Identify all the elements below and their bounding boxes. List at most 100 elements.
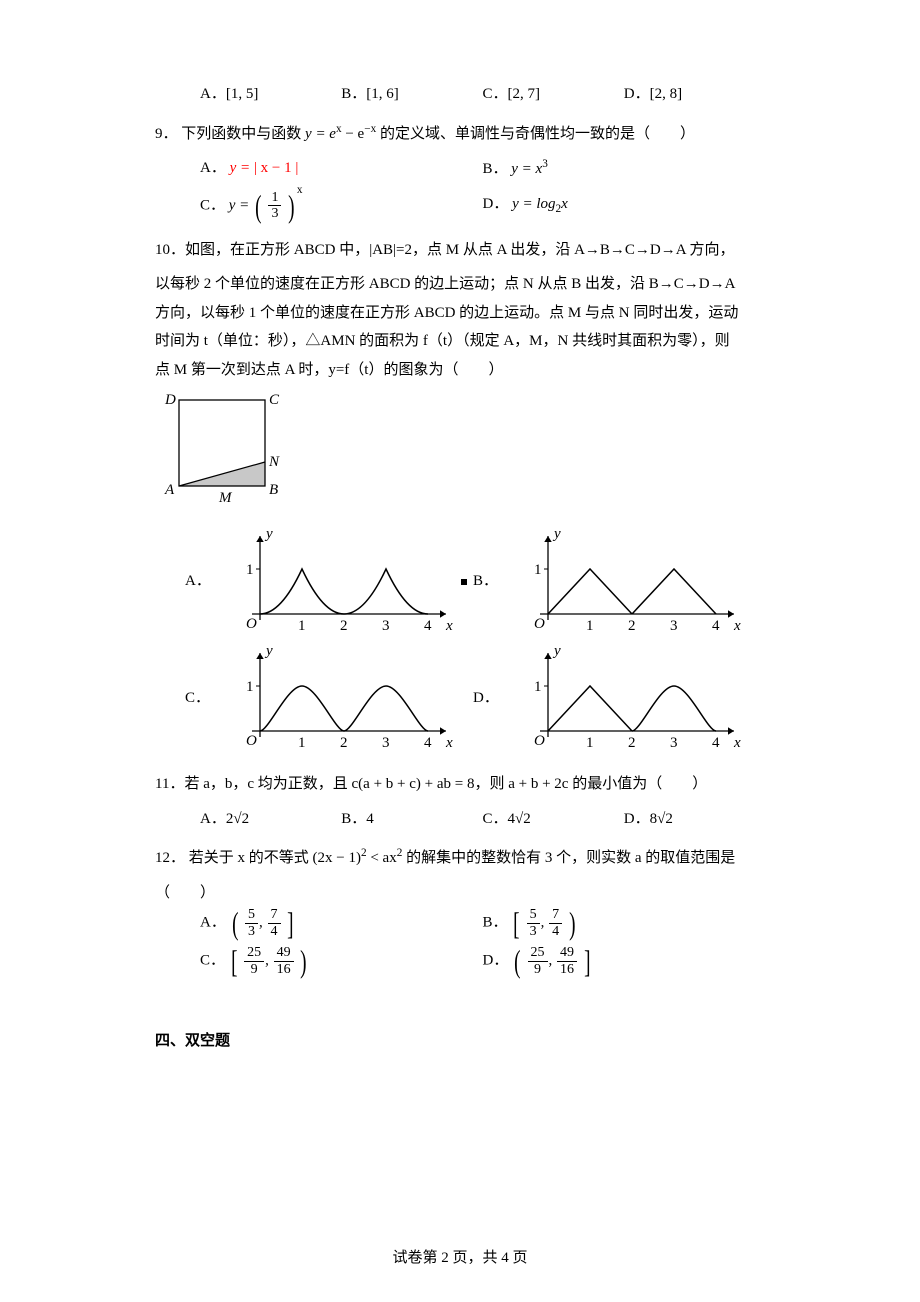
q10-number: 10． [155,242,185,258]
svg-text:4: 4 [712,735,720,751]
q12-d-label: D． [483,952,509,968]
exam-page: A．[1, 5] B．[1, 6] C．[2, 7] D．[2, 8] 9． 下… [0,0,920,1302]
q12-mid: < ax [367,850,397,866]
svg-text:1: 1 [586,735,594,751]
q10-graph-c: yxO11234 [225,641,455,756]
q9-a-pre: y = [230,160,254,176]
svg-text:3: 3 [382,618,390,634]
q9-d-math: y = log [512,196,555,212]
q9-text-pre: 下列函数中与函数 [181,126,305,142]
q10-square-figure: D C A BN M [155,390,765,520]
q12-number: 12． [155,850,185,866]
svg-text:1: 1 [586,618,594,634]
svg-text:O: O [246,616,257,632]
q8-opt-c: C．[2, 7] [483,80,624,109]
q10-graph-row-cd: C． yxO11234 D． yxO11234 [185,641,765,756]
svg-text:4: 4 [424,618,432,634]
q9-y: y = e [305,126,336,142]
q9-opt-a: A． y = | x − 1 | [200,154,483,184]
q12-d-right: ] [584,945,590,977]
open-paren-icon: ( [255,190,261,222]
q8-opt-d: D．[2, 8] [624,80,765,109]
close-paren-icon: ) [288,190,294,222]
q9-stem: 9． 下列函数中与函数 y = ex − e−x 的定义域、单调性与奇偶性均一致… [155,119,765,149]
separator-dot-icon [461,579,467,585]
q12-row1: A． ( 53, 74 ] B． [ 53, 74 ) [200,907,765,939]
q11-opt-c: C．4√2 [483,805,624,834]
svg-text:2: 2 [340,618,348,634]
svg-text:O: O [246,733,257,749]
square-abcd-svg: D C A BN M [155,390,285,520]
q9-c-label: C． [200,197,225,213]
q9-number: 9． [155,126,178,142]
q12-b-right: ) [569,907,575,939]
q9-minus: − e [342,126,365,142]
section-4-title: 四、双空题 [155,1027,765,1056]
svg-text:3: 3 [670,618,678,634]
svg-text:O: O [534,616,545,632]
svg-text:A: A [164,482,175,498]
q12-a-left: ( [232,907,238,939]
q10-l2: 以每秒 2 个单位的速度在正方形 ABCD 的边上运动；点 N 从点 B 出发，… [155,270,765,299]
svg-text:x: x [733,618,741,634]
svg-text:D: D [164,392,176,408]
svg-text:y: y [552,526,561,542]
svg-text:1: 1 [246,679,254,695]
q9-math: y = ex − e−x [305,126,380,142]
svg-text:N: N [268,454,280,470]
q9-a-label: A． [200,160,226,176]
q12-c-right: ) [301,945,307,977]
svg-text:1: 1 [298,618,306,634]
svg-text:x: x [445,618,453,634]
svg-text:2: 2 [628,735,636,751]
q12: 12． 若关于 x 的不等式 (2x − 1)2 < ax2 的解集中的整数恰有… [155,843,765,873]
q9-b-label: B． [483,161,508,177]
q12-opt-c: C． [ 259, 4916 ) [200,945,483,977]
svg-text:M: M [218,490,233,506]
q8-options: A．[1, 5] B．[1, 6] C．[2, 7] D．[2, 8] [200,80,765,109]
svg-text:C: C [269,392,280,408]
q9-a-abs: | x − 1 | [254,160,298,176]
q10-graph-a-label: A． [185,567,225,596]
q9-opt-d: D． y = log2x [483,190,766,220]
q11-opt-a: A．2√2 [200,805,341,834]
svg-text:4: 4 [424,735,432,751]
q12-paren: （ ） [155,879,765,908]
svg-text:1: 1 [246,562,254,578]
q11-opt-d: D．8√2 [624,805,765,834]
q11-options: A．2√2 B．4 C．4√2 D．8√2 [200,805,765,834]
svg-text:1: 1 [534,562,542,578]
q10-l1: 如图，在正方形 ABCD 中，|AB|=2，点 M 从点 A 出发，沿 A→B→… [185,242,735,258]
q9-a-math: y = | x − 1 | [230,160,299,176]
q9-c-sup: x [297,184,303,196]
q12-opt-d: D． ( 259, 4916 ] [483,945,766,977]
svg-text:B: B [269,482,278,498]
q12-a-right: ] [287,907,293,939]
svg-text:3: 3 [670,735,678,751]
svg-text:3: 3 [382,735,390,751]
q12-c-label: C． [200,952,225,968]
q9-row2: C． y = ( 13 )x D． y = log2x [200,190,765,222]
q9-opt-c: C． y = ( 13 )x [200,190,483,222]
q10: 10．如图，在正方形 ABCD 中，|AB|=2，点 M 从点 A 出发，沿 A… [155,236,765,265]
q9-d-label: D． [483,196,509,212]
q12-d-left: ( [514,945,520,977]
svg-text:x: x [733,735,741,751]
q10-graph-a: yxO11234 [225,524,455,639]
q12-row2: C． [ 259, 4916 ) D． ( 259, 4916 ] [200,945,765,977]
svg-text:O: O [534,733,545,749]
svg-text:y: y [264,643,273,659]
q10-graph-d: yxO11234 [513,641,743,756]
svg-text:1: 1 [298,735,306,751]
q10-graph-b: yxO11234 [513,524,743,639]
q12-a-label: A． [200,914,226,930]
q10-graph-row-ab: A． yxO11234 B． yxO11234 [185,524,765,639]
q9-text-post: 的定义域、单调性与奇偶性均一致的是（ ） [380,126,695,142]
q12-b-label: B． [483,914,508,930]
q11: 11．若 a，b，c 均为正数，且 c(a + b + c) + ab = 8，… [155,770,765,799]
q12-post: 的解集中的整数恰有 3 个，则实数 a 的取值范围是 [402,850,735,866]
q10-graph-d-label: D． [473,684,513,713]
svg-text:y: y [552,643,561,659]
q10-graph-b-label: B． [473,567,513,596]
q12-c-left: [ [231,945,237,977]
